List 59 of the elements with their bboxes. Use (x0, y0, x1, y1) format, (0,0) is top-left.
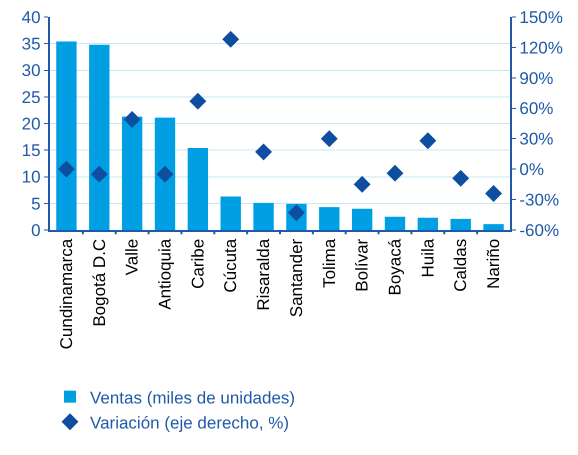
bar (450, 218, 471, 230)
bar (122, 116, 142, 230)
y2-tick-label: -60% (519, 220, 560, 240)
y-tick-label: 5 (31, 194, 41, 214)
bar (188, 148, 208, 230)
y2-tick-label: 30% (519, 130, 554, 149)
point (189, 92, 206, 110)
point (485, 185, 502, 202)
point (58, 160, 75, 178)
point (320, 130, 338, 148)
x-tick-label: Antioquia (156, 238, 175, 310)
y-tick-label: 40 (22, 8, 41, 27)
y2-tick-label: 150% (519, 8, 563, 27)
x-tick-label: Tolima (320, 238, 339, 288)
x-tick-label: Cúcuta (221, 238, 240, 293)
point (156, 166, 174, 183)
x-tick-label: Huila (418, 238, 438, 278)
y2-tick-label: -30% (519, 190, 560, 210)
x-tick-label: Bogotá D.C (90, 238, 109, 327)
point (354, 176, 371, 193)
y2-tick-label: 0% (519, 160, 544, 180)
legend-label: Variación (eje derecho, %) (90, 413, 290, 432)
x-tick-label: Cundinamarca (56, 238, 76, 350)
y2-tick-label: 60% (519, 99, 554, 118)
point (124, 110, 141, 128)
x-tick-label: Valle (122, 238, 142, 276)
point (255, 143, 272, 160)
point (90, 166, 108, 183)
bar (319, 207, 340, 230)
y2-tick-label: 90% (519, 68, 554, 88)
x-tick-label: Santander (286, 238, 306, 318)
y2-tick-label: 120% (519, 38, 563, 58)
bar (89, 44, 110, 230)
x-tick-label: Boyacá (386, 238, 405, 296)
x-tick-label: Nariño (484, 238, 504, 289)
bar (56, 42, 77, 230)
bar (483, 224, 504, 230)
y-tick-label: 10 (22, 168, 41, 187)
y-tick-label: 0 (31, 220, 41, 240)
x-tick-label: Bolívar (352, 238, 372, 292)
bar (418, 218, 438, 230)
y-tick-label: 15 (22, 141, 41, 160)
bar (352, 208, 372, 230)
point (452, 170, 470, 187)
y-tick-label: 20 (22, 114, 41, 134)
bar (384, 216, 406, 230)
y-tick-label: 25 (22, 88, 41, 107)
point (222, 30, 240, 48)
y-tick-label: 30 (22, 61, 41, 80)
point (386, 164, 404, 182)
x-tick-label: Caldas (451, 238, 470, 292)
legend-label: Ventas (miles de unidades) (90, 388, 296, 408)
y-tick-label: 35 (22, 34, 41, 54)
bar (253, 202, 274, 230)
bar (220, 196, 241, 230)
x-tick-label: Caribe (188, 238, 208, 289)
bar (154, 118, 176, 230)
point (419, 132, 436, 150)
x-tick-label: Risaralda (254, 238, 274, 311)
